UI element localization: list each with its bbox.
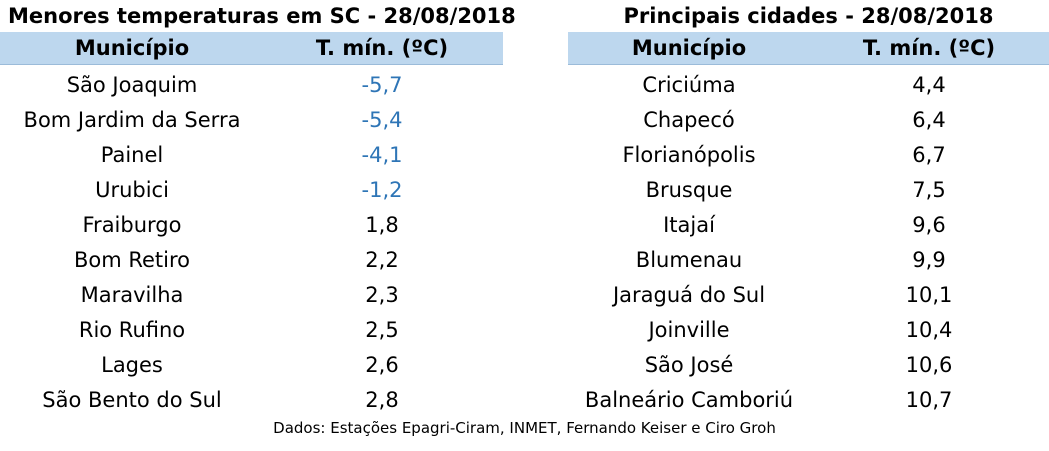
municipio-cell: Urubici xyxy=(95,178,169,202)
table-row: Urubici -1,2 xyxy=(0,173,503,208)
temp-min-cell: 10,1 xyxy=(905,283,953,307)
main-cities-table: Principais cidades - 28/08/2018 Municípi… xyxy=(568,0,1049,418)
temp-min-cell: -4,1 xyxy=(361,143,403,167)
municipio-cell: São Bento do Sul xyxy=(42,388,222,412)
column-header-temp-min: T. mín. (ºC) xyxy=(315,36,449,60)
temp-min-cell: -5,4 xyxy=(361,108,403,132)
table-row: Florianópolis 6,7 xyxy=(568,138,1049,173)
main-cities-title: Principais cidades - 28/08/2018 xyxy=(623,4,994,28)
column-header-municipio: Município xyxy=(74,36,190,60)
temp-min-cell: 10,4 xyxy=(905,318,953,342)
temp-min-cell: 10,6 xyxy=(905,353,953,377)
lowest-temperatures-title: Menores temperaturas em SC - 28/08/2018 xyxy=(8,4,516,28)
municipio-cell: Bom Jardim da Serra xyxy=(23,108,241,132)
temp-min-cell: 2,2 xyxy=(365,248,399,272)
table-row: Chapecó 6,4 xyxy=(568,103,1049,138)
temp-min-cell: -1,2 xyxy=(361,178,403,202)
temp-min-cell: 6,7 xyxy=(912,143,946,167)
column-header-municipio: Município xyxy=(631,36,747,60)
temp-min-cell: 4,4 xyxy=(912,73,946,97)
table-row: São José 10,6 xyxy=(568,348,1049,383)
table-row: Fraiburgo 1,8 xyxy=(0,208,503,243)
municipio-cell: Brusque xyxy=(645,178,733,202)
municipio-cell: Fraiburgo xyxy=(82,213,182,237)
temp-min-cell: 2,8 xyxy=(365,388,399,412)
column-header-temp-min: T. mín. (ºC) xyxy=(862,36,996,60)
lowest-temperatures-rows: São Joaquim -5,7 Bom Jardim da Serra -5,4 Pa… xyxy=(0,68,503,418)
temp-min-cell: 10,7 xyxy=(905,388,953,412)
table-row: Blumenau 9,9 xyxy=(568,243,1049,278)
municipio-cell: Balneário Camboriú xyxy=(584,388,794,412)
municipio-cell: Florianópolis xyxy=(622,143,756,167)
temp-min-cell: 2,3 xyxy=(365,283,399,307)
temp-min-cell: -5,7 xyxy=(361,73,403,97)
table-row: Rio Rufino 2,5 xyxy=(0,313,503,348)
data-source-footer: Dados: Estações Epagri-Ciram, INMET, Fer… xyxy=(273,419,776,437)
table-row: Itajaí 9,6 xyxy=(568,208,1049,243)
municipio-cell: Itajaí xyxy=(663,213,715,237)
temp-min-cell: 9,9 xyxy=(912,248,946,272)
table-row: São Joaquim -5,7 xyxy=(0,68,503,103)
table-row: Painel -4,1 xyxy=(0,138,503,173)
temp-min-cell: 9,6 xyxy=(912,213,946,237)
temp-min-cell: 6,4 xyxy=(912,108,946,132)
lowest-temperatures-header-row: Município T. mín. (ºC) xyxy=(0,32,503,65)
municipio-cell: Blumenau xyxy=(635,248,743,272)
municipio-cell: Bom Retiro xyxy=(73,248,191,272)
lowest-temperatures-table: Menores temperaturas em SC - 28/08/2018 … xyxy=(0,0,516,418)
table-row: Balneário Camboriú 10,7 xyxy=(568,383,1049,418)
table-row: Criciúma 4,4 xyxy=(568,68,1049,103)
municipio-cell: Rio Rufino xyxy=(78,318,186,342)
municipio-cell: Lages xyxy=(101,353,163,377)
main-cities-rows: Criciúma 4,4 Chapecó 6,4 Florianópolis 6,7 Bru… xyxy=(568,68,1049,418)
table-row: Jaraguá do Sul 10,1 xyxy=(568,278,1049,313)
table-row: Lages 2,6 xyxy=(0,348,503,383)
municipio-cell: Criciúma xyxy=(642,73,736,97)
table-row: Brusque 7,5 xyxy=(568,173,1049,208)
municipio-cell: São Joaquim xyxy=(66,73,198,97)
temp-min-cell: 1,8 xyxy=(365,213,399,237)
table-row: Joinville 10,4 xyxy=(568,313,1049,348)
temp-min-cell: 2,5 xyxy=(365,318,399,342)
main-cities-header-row: Município T. mín. (ºC) xyxy=(568,32,1049,65)
table-row: Bom Retiro 2,2 xyxy=(0,243,503,278)
temp-min-cell: 7,5 xyxy=(912,178,946,202)
municipio-cell: Chapecó xyxy=(643,108,735,132)
table-row: São Bento do Sul 2,8 xyxy=(0,383,503,418)
table-row: Maravilha 2,3 xyxy=(0,278,503,313)
table-row: Bom Jardim da Serra -5,4 xyxy=(0,103,503,138)
municipio-cell: São José xyxy=(644,353,734,377)
municipio-cell: Jaraguá do Sul xyxy=(612,283,766,307)
temp-min-cell: 2,6 xyxy=(365,353,399,377)
municipio-cell: Maravilha xyxy=(80,283,184,307)
municipio-cell: Joinville xyxy=(648,318,730,342)
municipio-cell: Painel xyxy=(100,143,164,167)
